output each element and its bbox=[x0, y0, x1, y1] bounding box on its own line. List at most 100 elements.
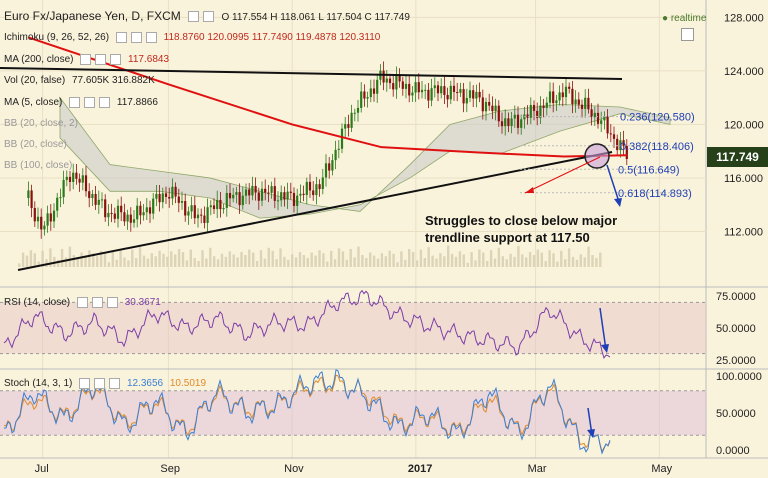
eye-icon[interactable] bbox=[69, 96, 81, 108]
settings-icon[interactable] bbox=[84, 96, 96, 108]
candle-body bbox=[507, 118, 510, 127]
candle-body bbox=[382, 70, 385, 83]
plus-icon[interactable] bbox=[681, 28, 694, 41]
volume-bar bbox=[384, 256, 387, 267]
candle-body bbox=[568, 86, 571, 89]
candle-body bbox=[113, 213, 116, 219]
candle-body bbox=[619, 140, 622, 151]
volume-bar bbox=[248, 249, 251, 267]
candle-body bbox=[612, 134, 616, 139]
volume-bar bbox=[232, 254, 235, 267]
candle-body bbox=[40, 216, 43, 230]
eye-icon[interactable] bbox=[188, 11, 200, 23]
candle-body bbox=[622, 140, 625, 146]
candle-body bbox=[171, 186, 174, 199]
candle-body bbox=[449, 85, 452, 100]
candle-body bbox=[436, 85, 440, 94]
volume-bar bbox=[209, 247, 212, 267]
volume-bar bbox=[435, 258, 438, 267]
close-icon[interactable] bbox=[145, 31, 157, 43]
candle-body bbox=[273, 186, 276, 201]
ma200-line bbox=[28, 36, 627, 158]
candle-body bbox=[369, 88, 372, 98]
volume-bar bbox=[404, 259, 407, 267]
candle-body bbox=[289, 191, 292, 193]
candle-body bbox=[212, 205, 216, 210]
candle-body bbox=[136, 205, 139, 220]
settings-icon[interactable] bbox=[91, 296, 103, 308]
candle-body bbox=[465, 97, 468, 104]
candle-body bbox=[155, 193, 158, 199]
volume-bar bbox=[166, 256, 169, 267]
settings-icon[interactable] bbox=[130, 31, 142, 43]
candle-body bbox=[593, 112, 596, 118]
close-icon[interactable] bbox=[110, 53, 122, 65]
bb3-label: BB (100, close) bbox=[4, 160, 73, 171]
candle-body bbox=[129, 214, 132, 223]
y-tick-label: 116.000 bbox=[724, 173, 763, 185]
volume-bar bbox=[489, 250, 493, 267]
highlight-circle bbox=[584, 143, 610, 169]
volume-bar bbox=[33, 253, 36, 267]
rsi-arrow bbox=[599, 307, 607, 351]
ichimoku-legend: Ichimoku (9, 26, 52, 26) 118.8760 120.09… bbox=[4, 31, 384, 44]
eye-icon[interactable] bbox=[79, 377, 91, 389]
candle-body bbox=[542, 105, 545, 108]
stoch-tick-label: 100.0000 bbox=[716, 371, 762, 383]
volume-bar bbox=[96, 256, 99, 267]
volume-bar bbox=[454, 256, 458, 267]
eye-icon[interactable] bbox=[80, 53, 92, 65]
eye-icon[interactable] bbox=[115, 31, 127, 43]
candle-body bbox=[401, 81, 404, 89]
settings-icon[interactable] bbox=[203, 11, 215, 23]
volume-bar bbox=[64, 257, 68, 267]
candle-body bbox=[30, 190, 33, 209]
volume-bar bbox=[150, 253, 153, 267]
volume-bar bbox=[142, 255, 146, 267]
close-icon[interactable] bbox=[106, 296, 118, 308]
candle-body bbox=[43, 225, 46, 230]
candle-body bbox=[196, 214, 200, 219]
annotation-line1: Struggles to close below major bbox=[425, 213, 618, 228]
volume-bar bbox=[174, 254, 177, 267]
volume-bar bbox=[548, 250, 551, 267]
candle-body bbox=[110, 212, 113, 214]
volume-bar bbox=[411, 252, 415, 267]
candle-body bbox=[123, 212, 126, 222]
volume-bar bbox=[57, 259, 60, 267]
volume-bar bbox=[287, 259, 290, 267]
bb2-legend: BB (20, close) bbox=[4, 138, 71, 151]
settings-icon[interactable] bbox=[95, 53, 107, 65]
volume-bar bbox=[376, 258, 380, 267]
candle-body bbox=[36, 216, 40, 222]
candle-body bbox=[228, 192, 232, 199]
rsi-tick-label: 25.0000 bbox=[716, 355, 756, 367]
volume-bar bbox=[552, 253, 555, 267]
settings-icon[interactable] bbox=[94, 377, 106, 389]
candle-body bbox=[580, 104, 584, 109]
vol-value: 77.605K 316.882K bbox=[71, 75, 155, 86]
rsi-tick-label: 50.0000 bbox=[716, 323, 756, 335]
close-icon[interactable] bbox=[99, 96, 111, 108]
ma5-value: 117.8866 bbox=[116, 97, 158, 108]
candle-body bbox=[603, 116, 606, 121]
volume-bar bbox=[486, 261, 489, 267]
eye-icon[interactable] bbox=[76, 296, 88, 308]
candle-body bbox=[193, 205, 196, 219]
candle-body bbox=[491, 105, 494, 112]
candle-body bbox=[577, 99, 580, 105]
volume-bar bbox=[18, 263, 21, 267]
volume-bar bbox=[427, 247, 430, 267]
candle-body bbox=[456, 92, 459, 94]
candle-body bbox=[392, 83, 395, 90]
volume-bar bbox=[431, 255, 434, 267]
volume-bar bbox=[560, 250, 563, 267]
candle-body bbox=[232, 194, 235, 199]
volume-bar bbox=[462, 254, 465, 267]
close-icon[interactable] bbox=[109, 377, 121, 389]
candle-body bbox=[424, 89, 427, 91]
red-arrow bbox=[524, 156, 601, 194]
candle-body bbox=[78, 178, 81, 183]
